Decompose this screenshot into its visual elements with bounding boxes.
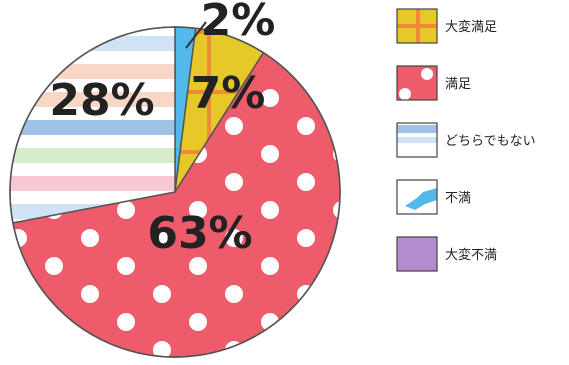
legend-label: 不満 — [445, 191, 471, 206]
legend-swatch — [396, 8, 438, 44]
legend-item: 不満 — [396, 179, 471, 215]
legend-label: どちらでもない — [445, 134, 536, 149]
data-label-どちらでもない: 28% — [49, 75, 154, 126]
legend-swatch — [396, 65, 438, 101]
legend-item: 満足 — [396, 65, 471, 101]
legend-label: 大変不満 — [445, 247, 497, 263]
data-label-満足: 63% — [147, 208, 252, 259]
legend-label: 大変満足 — [445, 19, 497, 35]
legend-item: 大変不満 — [396, 236, 497, 272]
data-label-大変満足: 7% — [191, 68, 266, 119]
legend-item: どちらでもない — [396, 122, 536, 158]
legend-swatch — [396, 122, 438, 158]
pie — [9, 26, 341, 358]
legend-item: 大変満足 — [396, 8, 497, 44]
leader-line — [185, 21, 207, 49]
legend-label: 満足 — [445, 77, 471, 92]
legend-swatch — [396, 179, 438, 215]
pie-labels: 7% 63% 28% 2% — [49, 0, 275, 259]
data-label-不満: 2% — [201, 0, 276, 46]
pie-outline — [9, 26, 341, 358]
legend-swatch — [396, 236, 438, 272]
